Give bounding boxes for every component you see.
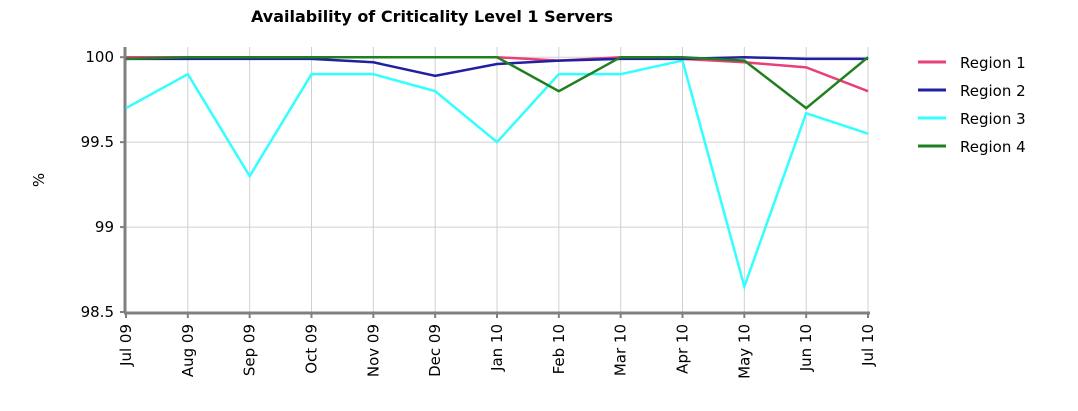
legend-label: Region 3: [960, 110, 1026, 128]
series-line: [125, 59, 869, 291]
legend-label: Region 1: [960, 54, 1026, 72]
x-tick-label: May 10: [735, 324, 753, 379]
x-tick-label: Sep 09: [241, 324, 259, 376]
x-tick-label: Jul 09: [117, 324, 135, 367]
y-axis-label: %: [30, 173, 48, 187]
x-tick-label: Aug 09: [179, 324, 197, 377]
x-tick-label: Feb 10: [550, 324, 568, 374]
x-tick-label: Jul 10: [859, 324, 877, 367]
y-tick-label: 99: [95, 218, 114, 236]
x-tick-label: Mar 10: [612, 324, 630, 376]
x-tick-label: Jun 10: [797, 324, 815, 372]
y-tick-label: 98.5: [81, 303, 114, 321]
x-tick-label: Jan 10: [488, 324, 506, 372]
y-tick-label: 99.5: [81, 133, 114, 151]
x-tick-label: Oct 09: [303, 324, 321, 374]
series-line: [126, 55, 868, 78]
legend-label: Region 2: [960, 82, 1026, 100]
series-line: [125, 55, 869, 110]
y-tick-label: 100: [85, 48, 114, 66]
chart-title: Availability of Criticality Level 1 Serv…: [251, 7, 613, 26]
x-tick-label: Nov 09: [364, 324, 382, 377]
x-tick-label: Apr 10: [674, 324, 692, 374]
x-tick-label: Dec 09: [426, 324, 444, 377]
legend-label: Region 4: [960, 138, 1026, 156]
